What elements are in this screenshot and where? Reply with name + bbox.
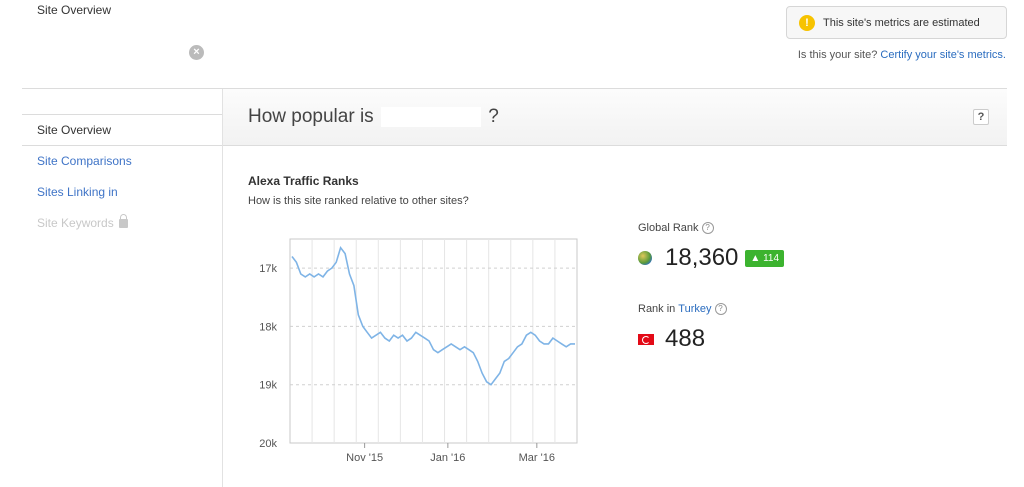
certify-line: Is this your site? Certify your site's m… (798, 49, 1006, 61)
turkey-flag-icon (638, 333, 654, 345)
sidebar-item-site-comparisons[interactable]: Site Comparisons (37, 154, 132, 168)
x-tick-label: Mar '16 (519, 452, 555, 464)
y-tick-label: 17k (259, 263, 277, 275)
chart-vertical-grid (311, 239, 556, 443)
x-tick-label: Jan '16 (430, 452, 465, 464)
page-title: Site Overview (37, 3, 112, 17)
rank-series-line (291, 245, 575, 386)
warning-icon: ! (799, 14, 815, 31)
country-rank-value: 488 (665, 325, 706, 352)
country-rank-value-row: 488 (638, 325, 727, 353)
y-tick-label: 18k (259, 321, 277, 333)
divider (22, 88, 1007, 89)
lock-icon (118, 214, 128, 228)
question-circle-icon[interactable]: ? (701, 222, 714, 234)
global-rank-label: Global Rank (638, 222, 699, 234)
certify-prefix: Is this your site? (797, 49, 878, 61)
close-circle-icon[interactable]: × (189, 45, 204, 60)
estimated-metrics-notice[interactable]: ! This site's metrics are estimated (786, 6, 1007, 39)
country-link[interactable]: Turkey (678, 303, 712, 315)
global-rank-delta-badge: ▲ 114 (745, 249, 785, 267)
redacted-site-name (380, 106, 481, 127)
x-tick-label: Nov '15 (346, 452, 383, 464)
global-rank-label-row: Global Rank ? (638, 222, 784, 234)
global-rank-delta-value: 114 (763, 252, 780, 264)
y-tick-label: 20k (259, 438, 277, 450)
country-rank-label-row: Rank in Turkey ? (638, 303, 727, 315)
global-rank-block: Global Rank ? 18,360 ▲ 114 (638, 222, 785, 272)
chart-plot-area (289, 238, 578, 444)
chart-y-ticks: 17k 18k 19k 20k (259, 263, 277, 450)
y-tick-label: 19k (259, 380, 277, 392)
section-subtitle: How is this site ranked relative to othe… (248, 195, 469, 207)
heading-suffix: ? (488, 106, 499, 127)
section-title: Alexa Traffic Ranks (248, 174, 359, 188)
heading-prefix: How popular is (248, 106, 374, 127)
global-rank-value-row: 18,360 ▲ 114 (638, 244, 785, 272)
question-circle-icon[interactable]: ? (714, 303, 727, 315)
country-rank-block: Rank in Turkey ? 488 (638, 303, 727, 353)
section-header: How popular is ? ? (223, 89, 1007, 146)
globe-icon (638, 251, 652, 265)
sidebar-item-sites-linking-in[interactable]: Sites Linking in (37, 185, 118, 199)
sidebar-item-label: Site Keywords (37, 216, 114, 230)
help-button[interactable]: ? (973, 109, 989, 125)
traffic-rank-chart: 17k 18k 19k 20k Nov '15 Jan '16 Mar '16 (259, 238, 578, 464)
chart-x-ticks: Nov '15 Jan '16 Mar '16 (346, 443, 555, 464)
sidebar: Site Overview Site Comparisons Sites Lin… (22, 89, 222, 487)
certify-link[interactable]: Certify your site's metrics. (880, 49, 1006, 61)
global-rank-value: 18,360 (665, 244, 739, 271)
country-rank-label: Rank in (638, 303, 676, 315)
main-panel: How popular is ? ? Alexa Traffic Ranks H… (222, 89, 1007, 487)
sidebar-item-site-overview[interactable]: Site Overview (22, 114, 222, 146)
estimate-notice-text: This site's metrics are estimated (823, 16, 980, 29)
sidebar-item-site-keywords[interactable]: Site Keywords (22, 208, 222, 239)
popularity-heading: How popular is ? (248, 106, 499, 128)
